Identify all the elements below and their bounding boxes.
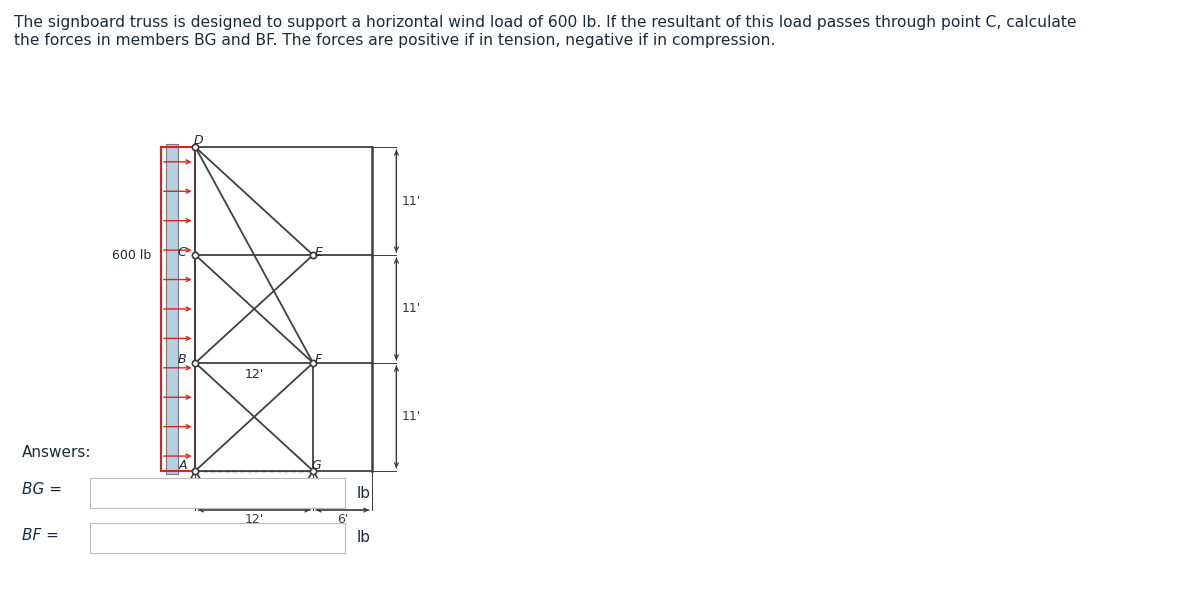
Text: 6': 6' xyxy=(337,513,348,527)
Text: 11': 11' xyxy=(401,302,420,316)
Text: C: C xyxy=(178,246,186,259)
Text: The signboard truss is designed to support a horizontal wind load of 600 lb. If : The signboard truss is designed to suppo… xyxy=(14,15,1076,48)
Text: BG =: BG = xyxy=(22,482,61,498)
Text: D: D xyxy=(193,134,203,147)
Text: 600 lb: 600 lb xyxy=(112,248,151,262)
Text: E: E xyxy=(314,246,323,259)
Text: B: B xyxy=(178,354,186,367)
Text: BF =: BF = xyxy=(22,528,59,543)
Text: 11': 11' xyxy=(401,194,420,208)
Text: A: A xyxy=(179,459,187,473)
Text: lb: lb xyxy=(358,485,371,500)
Text: 12': 12' xyxy=(245,513,264,527)
Bar xyxy=(166,144,178,474)
Bar xyxy=(161,147,196,471)
Text: F: F xyxy=(314,354,322,367)
Text: Answers:: Answers: xyxy=(22,445,91,460)
Text: lb: lb xyxy=(358,530,371,546)
Text: G: G xyxy=(311,459,320,473)
Text: i: i xyxy=(106,486,110,500)
Text: 11': 11' xyxy=(401,410,420,424)
Text: 12': 12' xyxy=(245,368,264,381)
Text: i: i xyxy=(106,531,110,545)
